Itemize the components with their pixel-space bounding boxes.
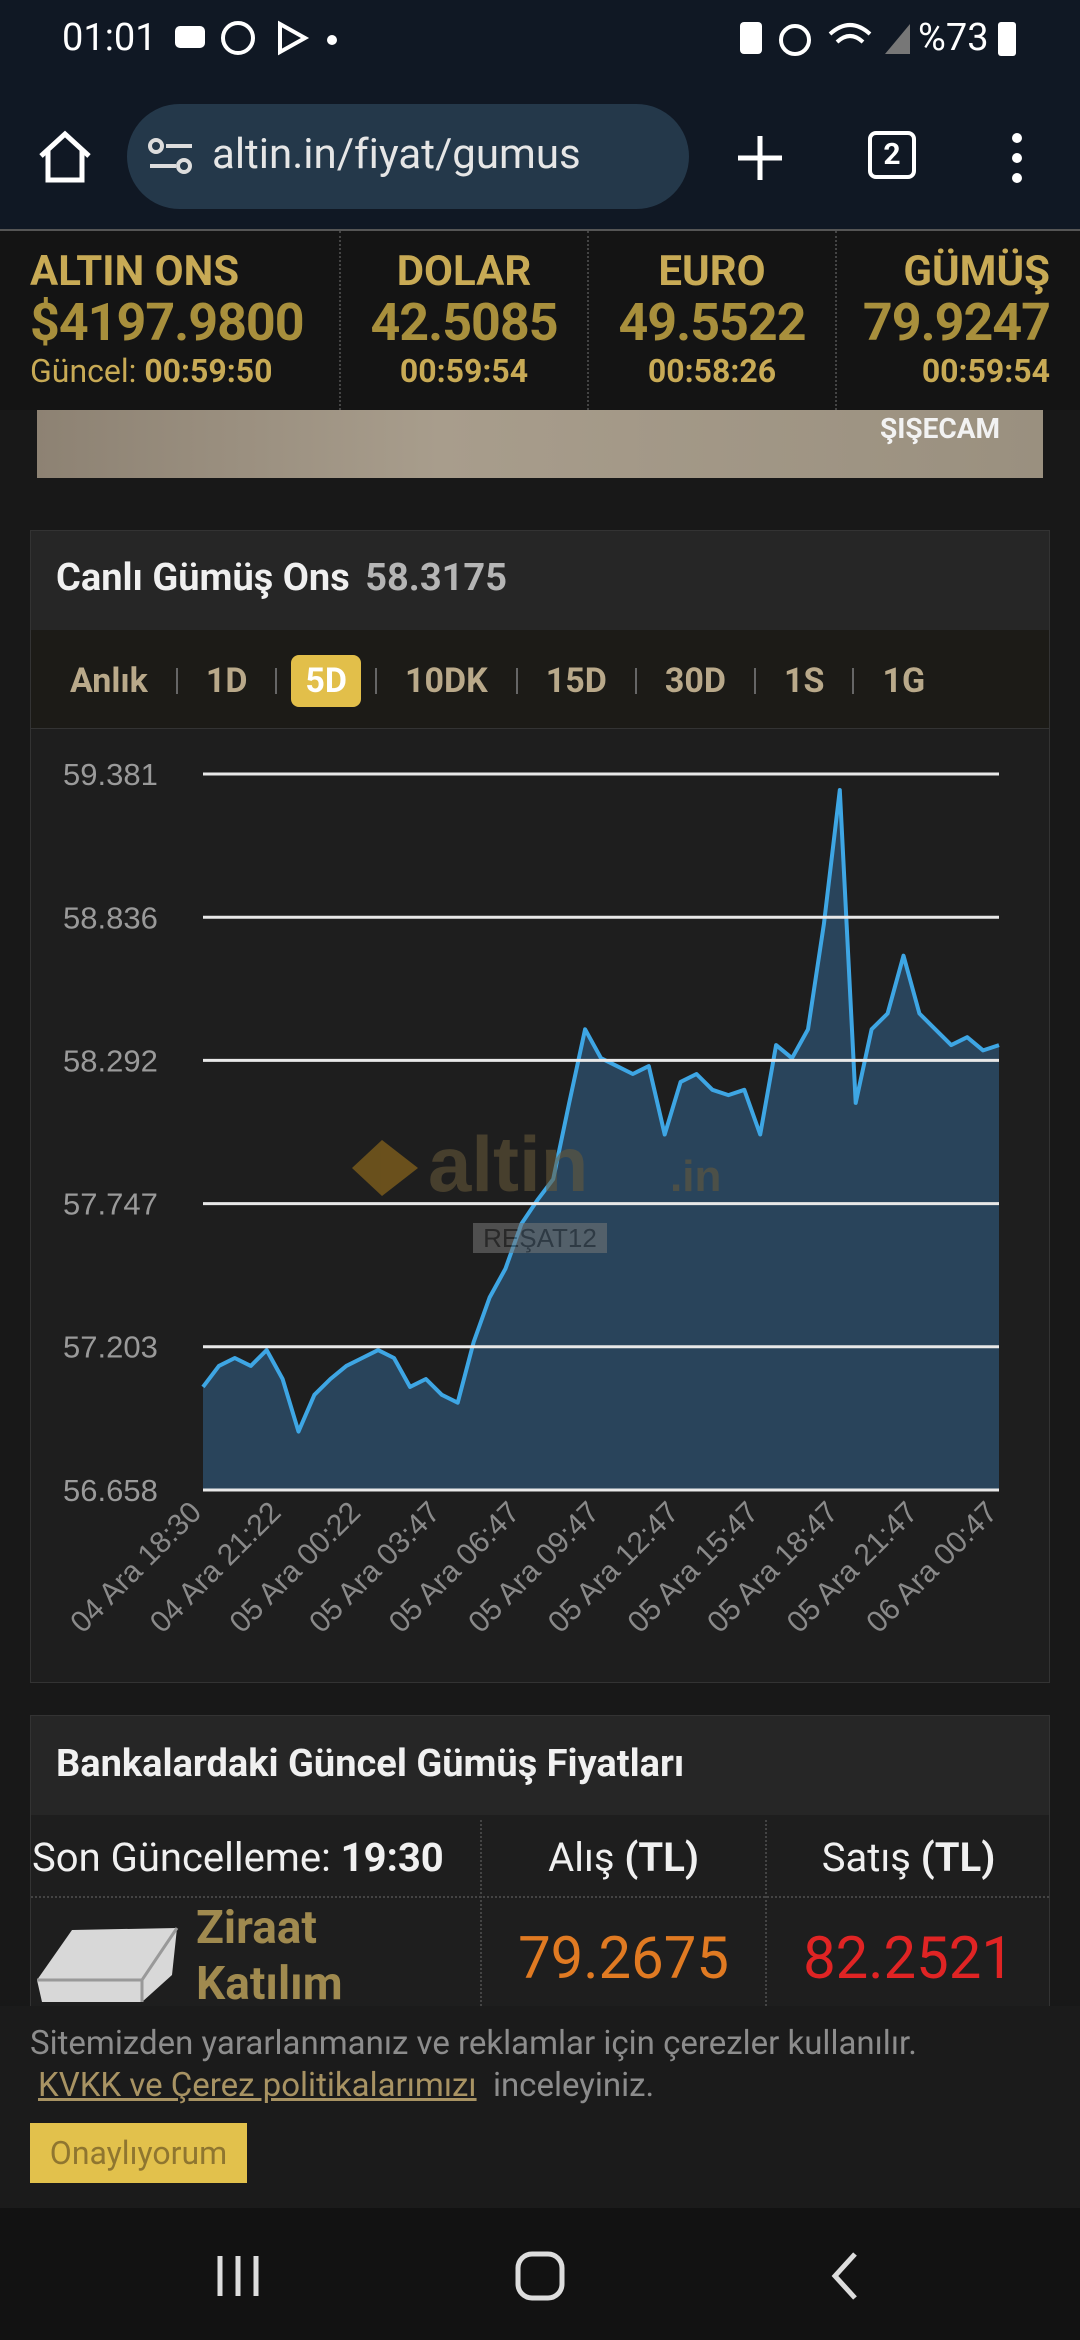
period-tab[interactable]: 15D <box>545 661 607 701</box>
ticker-price: 79.9247 <box>862 292 1051 353</box>
update-time: 19:30 <box>340 1834 444 1881</box>
ticker-name: GÜMÜŞ <box>903 247 1050 296</box>
area-fill <box>203 790 999 1490</box>
ticker-name: DOLAR <box>396 247 532 296</box>
period-tab[interactable]: 30D <box>664 661 727 701</box>
watermark-text: altin <box>428 1120 588 1208</box>
recents-button[interactable] <box>217 2256 259 2296</box>
url-bar[interactable] <box>127 104 689 209</box>
ticker-item[interactable]: ALTIN ONS $4197.9800 Güncel: 00:59:50 <box>0 231 341 410</box>
y-tick-label: 59.381 <box>63 757 158 792</box>
table-header <box>31 1820 1049 1898</box>
nav-bar <box>0 2208 1080 2340</box>
period-tab[interactable]: 1G <box>882 661 926 701</box>
update-text: Son Güncelleme: <box>32 1834 331 1881</box>
tab-separator <box>275 668 278 694</box>
tab-separator <box>852 668 855 694</box>
chart-card-header <box>31 531 1049 630</box>
watermark-user: REŞAT12 <box>483 1223 597 1253</box>
ticker-bar <box>0 231 1080 410</box>
bank-name[interactable]: Ziraat Katılım <box>196 1901 343 2011</box>
site-settings-icon[interactable] <box>148 136 194 176</box>
period-tab[interactable]: Anlık <box>70 661 148 701</box>
period-tab[interactable]: 10DK <box>405 661 488 701</box>
home-button[interactable] <box>35 128 95 184</box>
new-tab-button[interactable] <box>735 133 785 183</box>
period-tab[interactable]: 1S <box>784 661 825 701</box>
battery-icon <box>998 22 1016 56</box>
sell-price: 82.2521 <box>803 1925 1014 1993</box>
cookie-line: KVKK ve Çerez politikalarımızı inceleyin… <box>38 2066 654 2105</box>
watermark-logo <box>352 1140 418 1196</box>
buy-label: Alış <box>548 1834 615 1881</box>
y-tick-label: 57.747 <box>63 1187 158 1222</box>
tab-separator <box>175 668 178 694</box>
tab-row <box>31 630 1049 729</box>
ticker-time: 00:59:50 <box>144 352 273 390</box>
buy-unit: (TL) <box>624 1834 699 1881</box>
sell-unit: (TL) <box>920 1834 996 1881</box>
update-label: Son Güncelleme: 19:30 <box>32 1834 444 1881</box>
line <box>201 788 1000 1434</box>
tab-separator <box>515 668 518 694</box>
ticker-price: 42.5085 <box>370 292 558 353</box>
divider <box>0 229 1080 231</box>
home-nav-button[interactable] <box>515 2251 565 2301</box>
period-tabs: Anlık 1D 5D 10DK 15D 30D 1S 1G <box>56 655 939 707</box>
card-title: Canlı Gümüş Ons <box>56 556 350 600</box>
tab-separator <box>754 668 757 694</box>
y-tick-label: 56.658 <box>63 1473 158 1508</box>
chart: altin .in REŞAT12 56.658 57.203 57.747 58.292 5… <box>63 757 1004 1639</box>
ticker-price: 49.5522 <box>618 292 806 353</box>
buy-price: 79.2675 <box>518 1925 729 1993</box>
watermark: altin .in REŞAT12 <box>352 1120 721 1253</box>
watermark-suffix: .in <box>670 1152 721 1201</box>
card-value: 58.3175 <box>365 556 508 600</box>
cookie-text: Sitemizden yararlanmanız ve reklamlar iç… <box>30 2024 917 2063</box>
ticker-time: 00:59:54 <box>399 352 529 390</box>
ticker-time: 00:58:26 <box>647 352 777 390</box>
cookie-after: inceleyiniz. <box>492 2066 655 2105</box>
ad-banner[interactable] <box>37 410 1043 478</box>
sell-header: Satış (TL) <box>767 1834 1050 1881</box>
period-tab[interactable]: 5D <box>291 655 362 707</box>
url-text[interactable]: altin.in/fiyat/gumus <box>212 130 581 179</box>
tab-separator <box>634 668 637 694</box>
status-icons <box>175 20 337 56</box>
nav-buttons <box>217 2251 857 2301</box>
ticker-name: EURO <box>658 247 766 296</box>
silver-bar-icon <box>37 1927 179 2002</box>
ticker-item[interactable]: EURO 49.5522 00:58:26 <box>589 231 837 410</box>
y-tick-label: 57.203 <box>63 1330 158 1365</box>
watermark-user-box <box>473 1223 607 1253</box>
column-divider <box>480 1820 484 2010</box>
sell-label: Satış <box>821 1834 911 1881</box>
y-tick-label: 58.292 <box>63 1043 158 1078</box>
back-button[interactable] <box>831 2252 857 2300</box>
system-icons <box>740 22 910 56</box>
ticker-name: ALTIN ONS <box>30 247 240 296</box>
period-tab[interactable]: 1D <box>205 661 248 701</box>
column-divider <box>765 1820 769 2010</box>
ticker-time: 00:59:54 <box>921 352 1050 390</box>
menu-button[interactable] <box>1005 130 1029 186</box>
ticker-item[interactable]: GÜMÜŞ 79.9247 00:59:54 <box>837 231 1080 410</box>
bank-card-header <box>31 1716 1049 1815</box>
buy-header: Alış (TL) <box>482 1834 765 1881</box>
ticker-prefix: Güncel: <box>30 352 137 390</box>
bank-card-title: Bankalardaki Güncel Gümüş Fiyatları <box>56 1742 685 1786</box>
ticker-price: $4197.9800 <box>30 292 305 353</box>
tab-separator <box>375 668 378 694</box>
battery-level: %73 <box>918 16 989 60</box>
tab-count[interactable]: 2 <box>868 131 916 179</box>
chart-card-title: Canlı Gümüş Ons 58.3175 <box>56 556 507 600</box>
banner-brand[interactable]: ŞIŞECAM <box>880 412 1001 445</box>
cookie-link[interactable]: KVKK ve Çerez politikalarımızı <box>38 2066 477 2105</box>
y-tick-label: 58.836 <box>63 900 158 935</box>
status-time: 01:01 <box>62 16 157 60</box>
ticker-item[interactable]: DOLAR 42.5085 00:59:54 <box>341 231 589 410</box>
accept-button[interactable]: Onaylıyorum <box>30 2123 247 2183</box>
